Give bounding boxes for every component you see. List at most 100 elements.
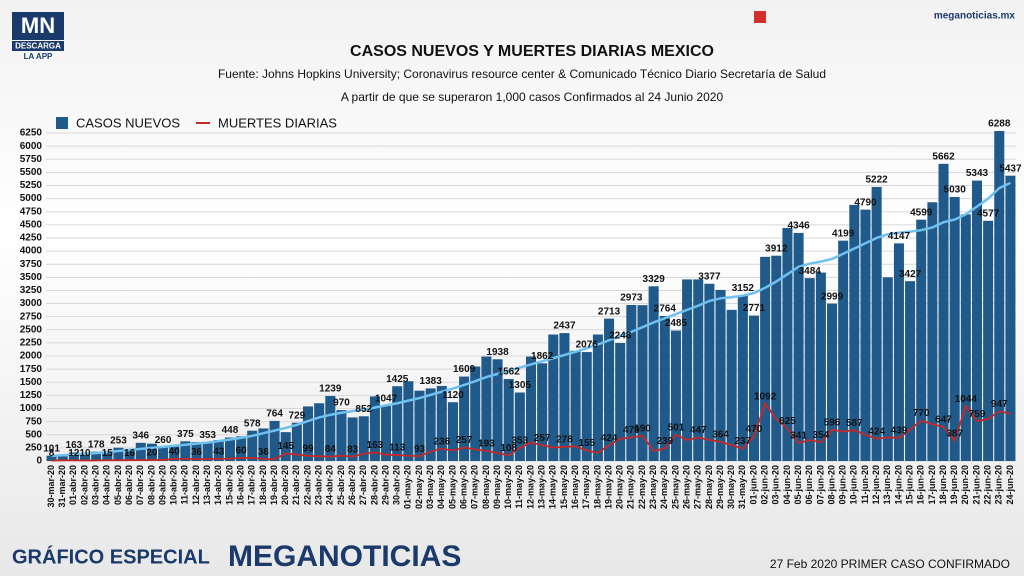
data-label: 346 (132, 430, 149, 441)
bar (860, 209, 871, 461)
y-tick-label: 1750 (20, 364, 43, 375)
bar (258, 428, 269, 461)
data-label: 3484 (799, 266, 822, 277)
y-tick-label: 6250 (20, 128, 43, 139)
data-label: 1044 (955, 394, 978, 405)
bar (760, 256, 771, 461)
x-tick-label: 03-may-20 (425, 465, 435, 509)
x-tick-label: 01-jun-20 (748, 465, 758, 505)
data-label: 36 (191, 447, 203, 458)
x-tick-label: 17-may-20 (581, 465, 591, 509)
data-label: 341 (790, 431, 807, 442)
y-tick-label: 5500 (20, 167, 43, 178)
bar (247, 430, 258, 461)
x-tick-label: 02-jun-20 (760, 465, 770, 505)
x-tick-label: 20-jun-20 (960, 465, 970, 505)
data-label: 84 (325, 444, 337, 455)
bar (135, 442, 146, 461)
x-tick-label: 14-jun-20 (893, 465, 903, 505)
data-label: 4346 (787, 221, 810, 232)
y-tick-label: 2750 (20, 311, 43, 322)
footer-brand: MEGANOTICIAS (228, 540, 461, 573)
data-label: 20 (146, 448, 158, 459)
x-tick-label: 08-jun-20 (826, 465, 836, 505)
bar (447, 402, 458, 461)
bar (46, 455, 57, 461)
bar (68, 452, 79, 461)
x-tick-label: 26-may-20 (681, 465, 691, 509)
data-label: 3152 (732, 283, 755, 294)
bar (347, 417, 358, 461)
data-label: 260 (155, 435, 172, 446)
data-label: 375 (177, 429, 194, 440)
x-tick-label: 21-jun-20 (971, 465, 981, 505)
x-tick-label: 03-abr-20 (91, 465, 101, 505)
x-tick-label: 07-abr-20 (135, 465, 145, 505)
data-label: 257 (456, 435, 473, 446)
x-tick-label: 31-may-20 (737, 465, 747, 509)
bar (748, 315, 760, 461)
x-tick-label: 05-may-20 (447, 465, 457, 509)
x-tick-label: 18-abr-20 (258, 465, 268, 505)
bar (91, 451, 102, 461)
x-tick-label: 18-may-20 (592, 465, 602, 509)
legend-swatch (56, 117, 68, 129)
data-label: 447 (690, 425, 707, 436)
logo-sub: LA APP (24, 52, 53, 61)
x-tick-label: 29-abr-20 (380, 465, 390, 505)
data-label: 257 (534, 433, 551, 444)
bar (224, 437, 235, 461)
bar (682, 279, 693, 461)
legend-label: MUERTES DIARIAS (218, 115, 337, 130)
y-tick-label: 4500 (20, 219, 43, 230)
x-tick-label: 15-abr-20 (224, 465, 234, 505)
x-tick-label: 23-jun-20 (994, 465, 1004, 505)
y-tick-label: 3500 (20, 272, 43, 283)
x-tick-label: 26-abr-20 (347, 465, 357, 505)
x-tick-label: 30-may-20 (726, 465, 736, 509)
logo-sub: DESCARGA (15, 42, 61, 51)
bar (871, 186, 882, 461)
x-tick-label: 30-abr-20 (392, 465, 402, 505)
data-label: 2713 (598, 306, 621, 317)
data-label: 1425 (386, 374, 409, 385)
x-tick-label: 08-may-20 (481, 465, 491, 509)
x-tick-label: 14-abr-20 (213, 465, 223, 505)
bar (169, 445, 180, 461)
x-tick-label: 31-mar-20 (57, 465, 67, 508)
site: meganoticias.mx (934, 11, 1016, 22)
data-label: 3377 (698, 271, 721, 282)
bar (146, 443, 157, 461)
x-tick-label: 08-abr-20 (146, 465, 156, 505)
bar (659, 315, 670, 461)
data-label: 354 (813, 430, 830, 441)
data-label: 40 (169, 447, 181, 458)
data-label: 448 (222, 425, 239, 436)
y-tick-label: 1250 (20, 390, 43, 401)
x-tick-label: 03-jun-20 (771, 465, 781, 505)
data-label: 353 (199, 430, 216, 441)
bar (804, 278, 815, 461)
bar (280, 432, 291, 461)
x-tick-label: 15-jun-20 (904, 465, 914, 505)
x-tick-label: 27-may-20 (693, 465, 703, 509)
data-label: 2248 (609, 331, 632, 342)
bar (180, 441, 191, 461)
bar (615, 343, 626, 461)
bar (191, 442, 202, 461)
x-tick-label: 21-abr-20 (291, 465, 301, 505)
data-label: 99 (302, 443, 314, 454)
data-label: 12 (68, 448, 80, 459)
y-tick-label: 2250 (20, 338, 43, 349)
data-label: 5662 (932, 151, 955, 162)
bar (525, 356, 537, 461)
bar (782, 227, 793, 461)
x-tick-label: 02-may-20 (414, 465, 424, 509)
bar (882, 277, 893, 461)
flag-icon (754, 11, 766, 23)
data-label: 278 (556, 434, 573, 445)
bar (202, 442, 213, 461)
x-tick-label: 04-abr-20 (102, 465, 112, 505)
bar (269, 420, 280, 461)
data-label: 439 (891, 426, 908, 437)
